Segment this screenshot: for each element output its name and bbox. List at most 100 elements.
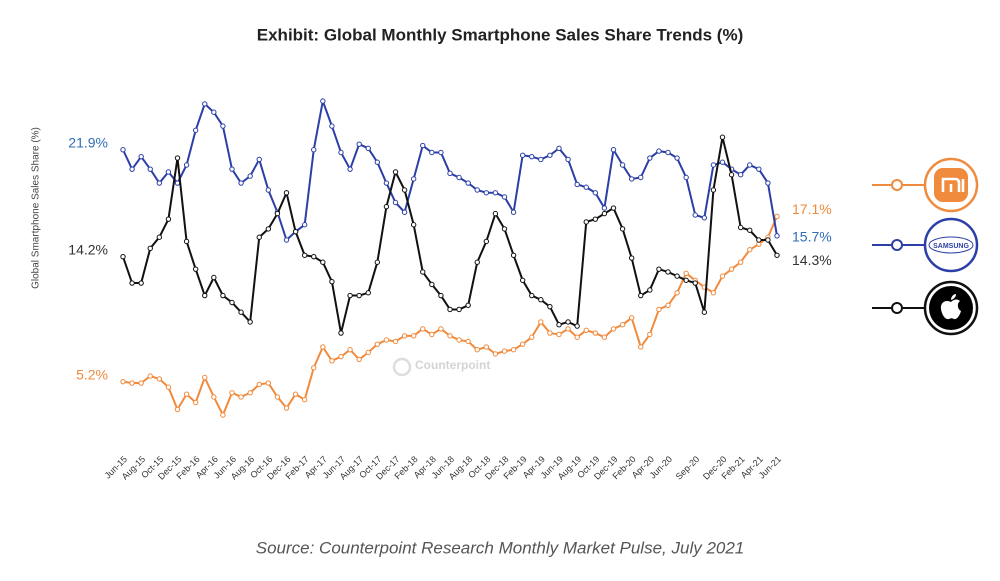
data-point [656,148,662,154]
data-point [456,337,462,343]
legend-item [872,280,979,336]
series-line [122,97,778,242]
data-point [129,166,135,172]
data-point [674,290,680,296]
data-point [156,234,163,240]
data-point [610,147,617,153]
data-point [565,319,571,325]
data-point [765,180,771,186]
data-point [120,253,126,260]
value-label: 21.9% [68,134,108,150]
data-point [683,270,689,277]
data-point [547,330,553,336]
data-point [583,219,589,225]
data-point [601,210,608,217]
y-axis-label: Global Smartphone Sales Share (%) [31,127,42,289]
data-point [429,331,435,338]
data-point [492,190,499,196]
data-point [129,280,135,286]
data-point [238,180,244,186]
data-point [701,309,708,315]
data-point [320,259,326,265]
data-point [256,381,262,388]
data-point [374,259,381,265]
data-point [165,384,172,390]
data-point [474,259,480,265]
data-point [529,153,535,160]
data-point [647,155,653,161]
data-point [656,266,662,272]
data-point [465,302,471,308]
data-point [628,315,635,321]
data-point [283,190,290,196]
data-point [183,238,190,245]
data-point [392,199,399,206]
data-point [747,227,753,233]
data-point [165,169,172,175]
data-point [756,237,762,243]
value-label: 17.1% [792,201,832,217]
data-point [383,203,390,210]
data-point [547,152,553,158]
data-point [347,166,353,172]
data-point [656,306,662,313]
data-point [638,174,644,181]
data-point [392,169,399,175]
data-point [429,149,435,156]
data-point [147,166,153,172]
data-point [474,347,480,353]
data-point [510,347,517,353]
data-point [202,101,208,107]
data-point [501,348,508,354]
watermark-icon [392,357,412,377]
data-point [447,306,453,313]
data-point [247,390,253,396]
data-point [401,209,408,215]
value-label: 14.2% [68,241,108,257]
data-point [538,319,544,325]
data-point [610,326,617,332]
data-point [183,391,190,397]
data-point [392,338,399,345]
data-point [465,338,471,345]
data-point [374,159,381,165]
data-point [220,292,226,299]
data-point [138,380,144,386]
data-point [401,187,408,193]
data-point [765,237,771,243]
data-point [519,277,526,283]
data-point [247,173,253,179]
data-point [356,356,362,363]
data-point [156,180,163,186]
data-point [174,180,181,186]
data-point [256,156,262,163]
series-line [122,215,778,418]
legend-item: SAMSUNG [872,217,979,273]
legend-marker [891,239,903,251]
data-point [538,156,544,163]
data-point [665,149,671,156]
data-point [147,373,153,379]
data-point [202,292,208,299]
data-point [719,159,726,165]
legend-logo-glyph [940,294,961,320]
data-point [529,334,535,340]
legend-logo-glyph [941,177,965,192]
data-point [737,172,744,178]
data-point [692,280,698,286]
data-point [301,397,308,403]
data-point [320,98,326,104]
data-point [583,184,589,190]
series-line [122,136,778,334]
data-point [574,181,580,188]
data-point [265,380,272,386]
data-point [329,278,335,285]
data-point [492,351,499,357]
data-point [647,331,653,338]
data-point [619,322,626,328]
data-point [728,266,735,272]
data-point [383,337,390,343]
data-point [256,234,262,240]
value-label: 14.3% [792,252,832,268]
data-point [311,365,317,371]
